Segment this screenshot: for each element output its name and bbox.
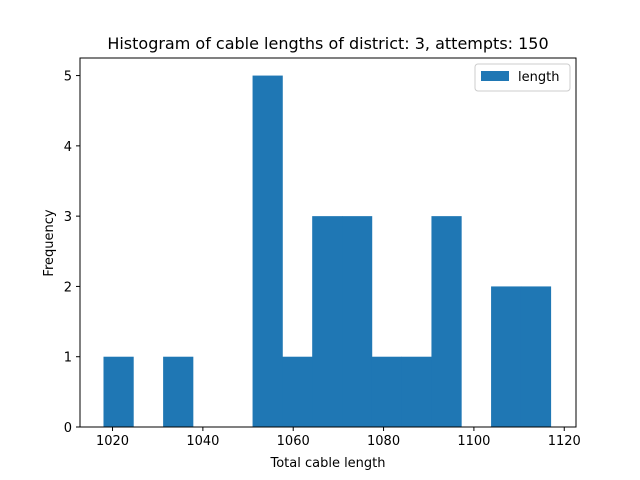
- histogram-bar: [282, 356, 313, 427]
- legend-swatch: [481, 71, 509, 81]
- histogram-bar: [401, 356, 432, 427]
- x-tick-label: 1060: [277, 434, 310, 449]
- bars-group: [103, 75, 552, 428]
- legend: length: [474, 63, 571, 92]
- plot-frame: [79, 57, 577, 428]
- histogram-bar: [252, 75, 283, 428]
- chart-title: Histogram of cable lengths of district: …: [107, 34, 548, 53]
- legend-label: length: [518, 70, 559, 85]
- histogram-bar: [163, 356, 194, 427]
- y-tick-label: 2: [64, 280, 72, 295]
- y-tick-label: 1: [64, 351, 72, 366]
- histogram-bar: [312, 216, 343, 427]
- y-tick-label: 5: [64, 70, 72, 85]
- x-tick-label: 1120: [548, 434, 581, 449]
- x-tick-label: 1020: [96, 434, 129, 449]
- x-tick-label: 1080: [367, 434, 400, 449]
- legend-box: [474, 63, 571, 92]
- y-tick-label: 3: [64, 210, 72, 225]
- x-tick-label: 1100: [457, 434, 490, 449]
- y-axis-label: Frequency: [42, 209, 57, 276]
- y-tick-label: 4: [64, 140, 72, 155]
- histogram-bar: [371, 356, 403, 427]
- histogram-bar: [342, 216, 373, 427]
- x-ticks-group: 1020 1040 1060 1080 1100 1120: [96, 427, 581, 449]
- histogram-bar: [491, 286, 522, 427]
- x-tick-label: 1040: [186, 434, 219, 449]
- x-axis-label: Total cable length: [269, 456, 385, 471]
- histogram-bar: [431, 216, 462, 427]
- y-tick-label: 0: [64, 421, 72, 436]
- y-ticks-group: 0 1 2 3 4 5: [64, 70, 80, 436]
- histogram-bar: [520, 286, 552, 427]
- histogram-bar: [103, 356, 134, 427]
